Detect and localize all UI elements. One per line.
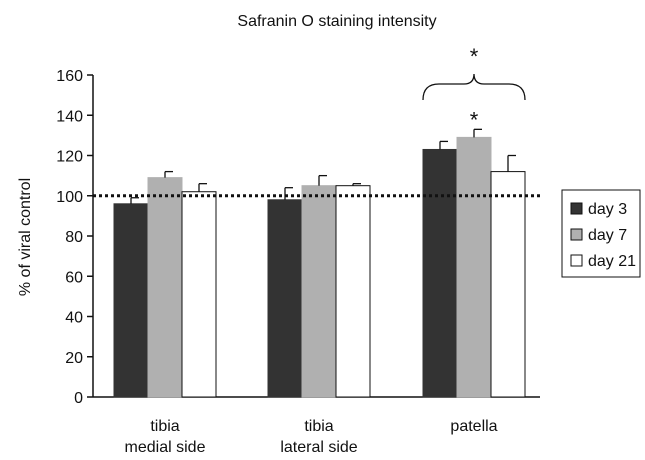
x-category-label: lateral side xyxy=(280,439,357,455)
y-tick-label: 40 xyxy=(65,310,83,327)
x-category-label: medial side xyxy=(125,439,206,455)
y-axis-title: % of viral control xyxy=(17,178,34,296)
bar xyxy=(181,191,217,398)
y-tick-label: 120 xyxy=(56,149,83,166)
legend-swatch xyxy=(570,228,583,241)
bar xyxy=(456,136,492,398)
x-category-label: tibia xyxy=(150,418,179,435)
chart-title: Safranin O staining intensity xyxy=(237,13,436,30)
bar xyxy=(147,177,183,398)
y-tick-label: 160 xyxy=(56,68,83,85)
bar xyxy=(301,185,337,398)
x-category-label: tibia xyxy=(304,418,333,435)
significance-asterisk: * xyxy=(470,107,479,132)
plot-area: 0 20 40 60 80 100 120 140 160 tibia medial side tib… xyxy=(56,44,641,456)
y-tick-label: 80 xyxy=(65,229,83,246)
legend-label: day 3 xyxy=(588,201,627,218)
legend-label: day 7 xyxy=(588,227,627,244)
y-tick-label: 20 xyxy=(65,350,83,367)
legend-label: day 21 xyxy=(588,253,636,270)
legend-swatch xyxy=(570,254,583,267)
significance-bracket xyxy=(422,73,526,101)
y-tick-label: 100 xyxy=(56,189,83,206)
bar xyxy=(267,199,303,398)
significance-asterisk: * xyxy=(470,44,479,69)
legend-swatch xyxy=(570,202,583,215)
y-tick-label: 140 xyxy=(56,108,83,125)
bar xyxy=(113,203,149,398)
bar xyxy=(490,171,526,398)
y-tick-label: 60 xyxy=(65,269,83,286)
y-tick-label: 0 xyxy=(74,390,83,407)
x-category-label: patella xyxy=(450,418,497,435)
bar xyxy=(335,185,371,398)
bar xyxy=(422,148,458,398)
